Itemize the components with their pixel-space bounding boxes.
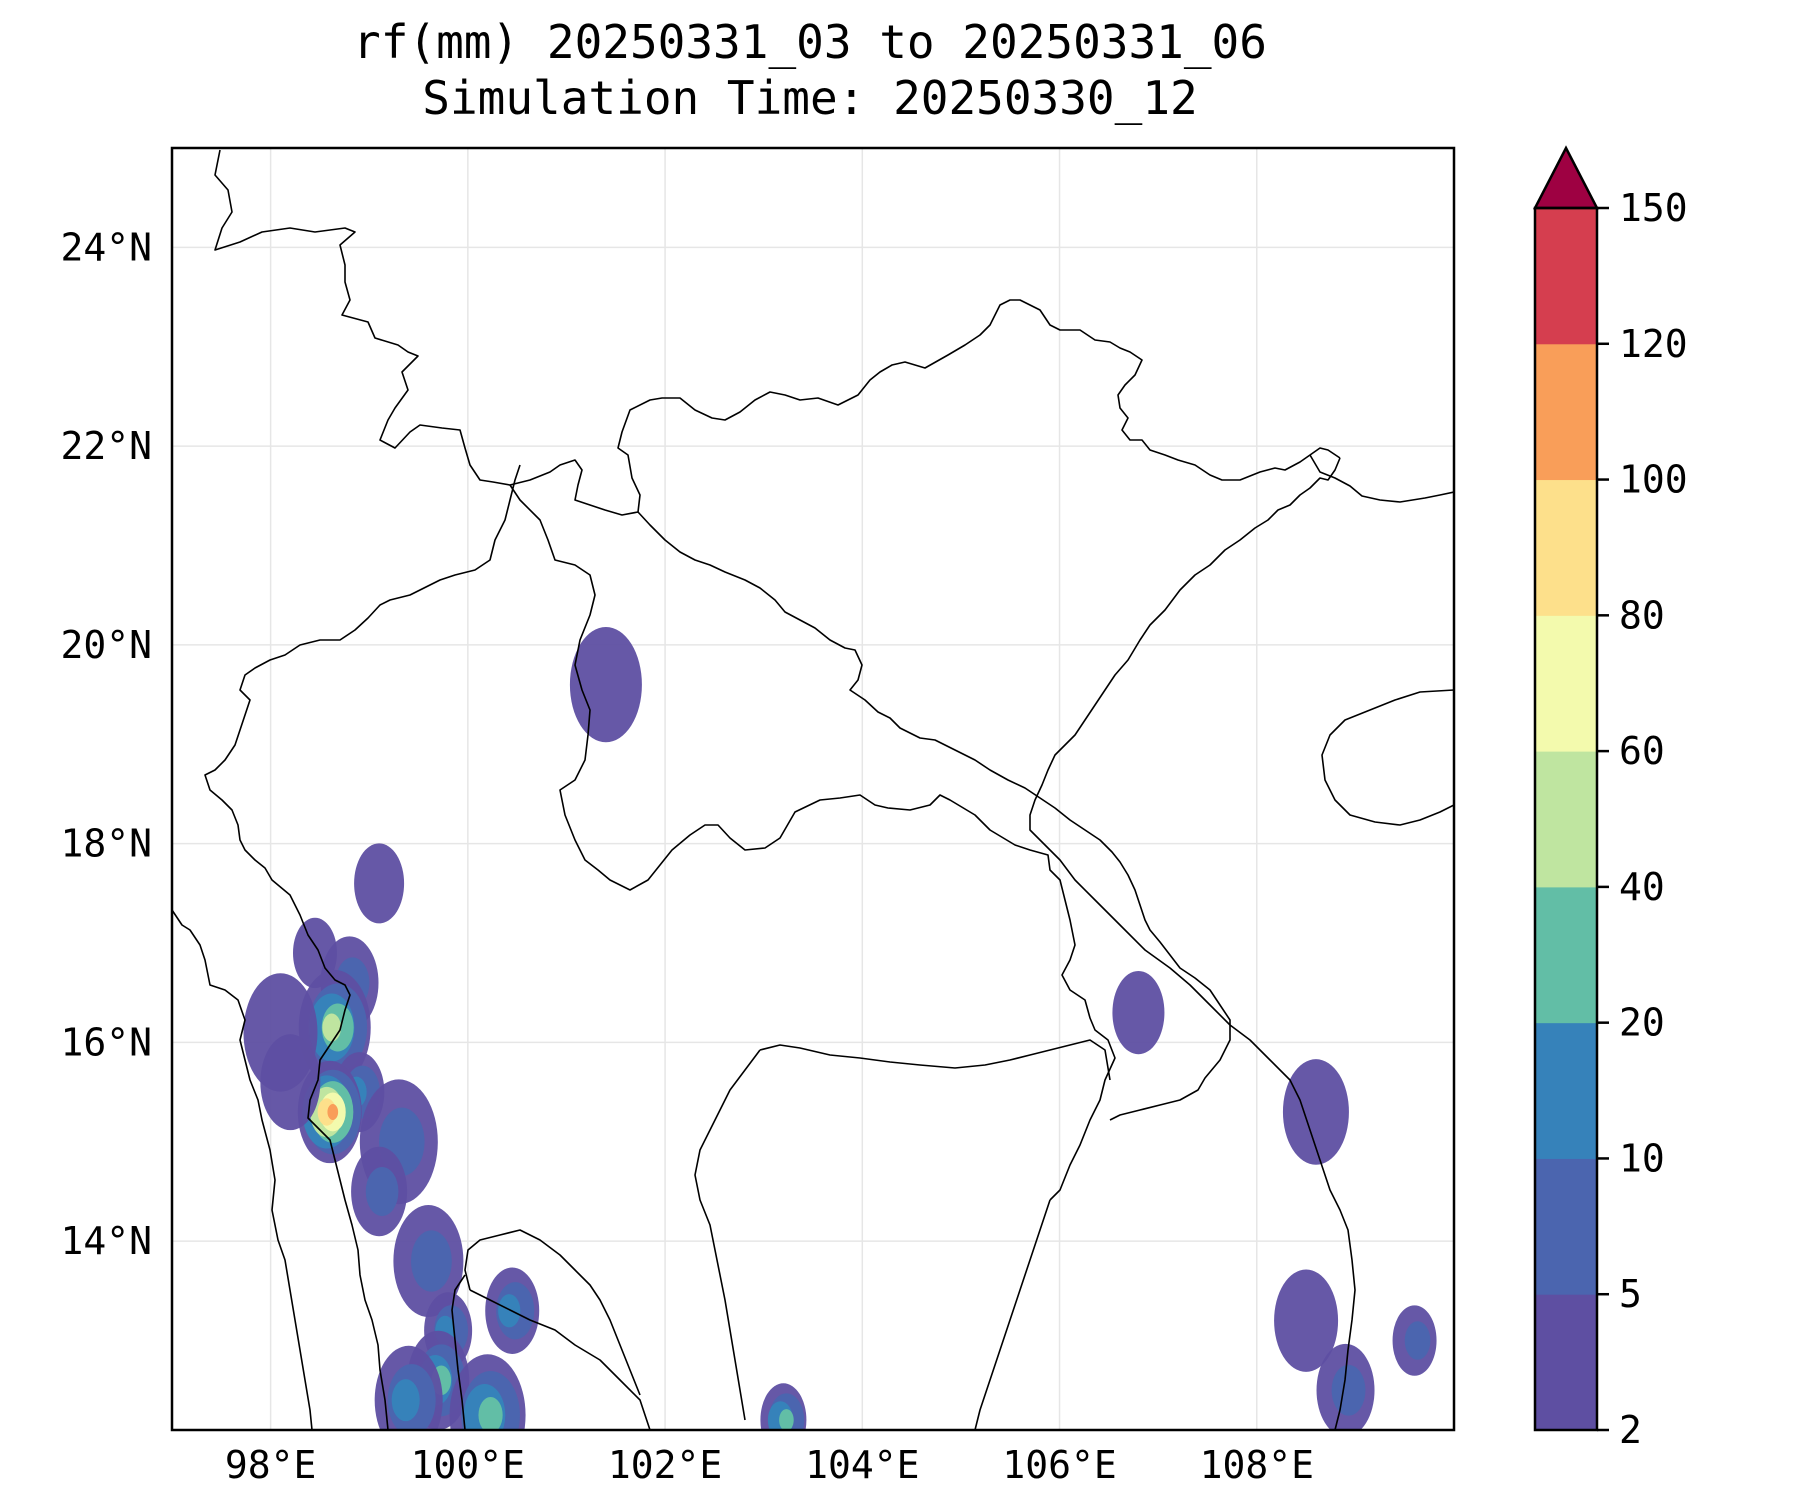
x-tick-label: 100°E [411, 1443, 525, 1487]
rain-cell [1112, 971, 1165, 1055]
y-tick-label: 24°N [60, 225, 152, 269]
rain-cell-core [410, 1230, 452, 1292]
colorbar-segment [1535, 1158, 1597, 1295]
border-laos-thailand [509, 484, 1116, 1201]
gridlines [172, 148, 1454, 1430]
colorbar-label: 20 [1619, 1001, 1665, 1045]
colorbar-label: 80 [1619, 593, 1665, 637]
colorbar-label: 100 [1619, 458, 1688, 502]
x-tick-label: 102°E [608, 1443, 722, 1487]
y-axis-ticks: 14°N 16°N 18°N 20°N 22°N 24°N [60, 225, 152, 1263]
y-tick-label: 18°N [60, 822, 152, 866]
coast-gulf [451, 1274, 466, 1430]
colorbar-segment [1535, 479, 1597, 616]
colorbar-segment [1535, 886, 1597, 1024]
map-title: rf(mm) 20250331_03 to 20250331_06 Simula… [0, 14, 1620, 126]
rain-cell [243, 973, 318, 1092]
map-area [172, 148, 1454, 1430]
colorbar-frame [1533, 206, 1599, 1432]
rain-cell [1274, 1269, 1339, 1372]
colorbar: 2 5 10 20 40 60 80 100 120 150 [1532, 145, 1688, 1452]
coastlines-and-borders [172, 149, 1454, 1430]
colorbar-label: 60 [1619, 729, 1665, 773]
rain-cell-core [498, 1294, 521, 1328]
y-tick-label: 22°N [60, 424, 152, 468]
coast-vietnam [1029, 457, 1356, 1430]
coast-hainan [1321, 689, 1454, 826]
coast-myanmar [172, 909, 313, 1430]
colorbar-label: 40 [1619, 865, 1665, 909]
title-line-2: Simulation Time: 20250330_12 [422, 71, 1198, 125]
colorbar-extend-arrow [1532, 145, 1600, 210]
border-myanmar-china [214, 149, 1341, 516]
colorbar-segment [1535, 615, 1597, 752]
border-myanmar-thailand [204, 464, 521, 1430]
colorbar-label: 5 [1619, 1272, 1642, 1316]
rainfall-layer [243, 627, 1437, 1430]
rain-cell [354, 843, 405, 924]
y-tick-label: 14°N [60, 1219, 152, 1263]
colorbar-label: 10 [1619, 1136, 1665, 1180]
border-cambodia [694, 1039, 1111, 1430]
x-tick-label: 98°E [225, 1443, 317, 1487]
y-tick-label: 16°N [60, 1020, 152, 1064]
coast-thailand [464, 1229, 651, 1430]
x-tick-label: 104°E [805, 1443, 919, 1487]
x-tick-label: 108°E [1200, 1443, 1314, 1487]
colorbar-segment [1535, 208, 1597, 345]
coast-china-south [1309, 454, 1454, 503]
rain-cell [569, 627, 642, 743]
title-line-1: rf(mm) 20250331_03 to 20250331_06 [353, 15, 1267, 69]
rain-cell-core [779, 1409, 794, 1430]
colorbar-segment [1535, 343, 1597, 481]
rain-cell-core [322, 1013, 342, 1042]
rain-cell-core [1331, 1364, 1366, 1416]
x-axis-ticks: 98°E 100°E 102°E 104°E 106°E 108°E [225, 1443, 1314, 1487]
map-frame [170, 146, 1456, 1432]
x-tick-label: 106°E [1002, 1443, 1116, 1487]
rain-cell-core [478, 1396, 503, 1430]
rain-cell-core [1404, 1321, 1431, 1360]
border-laos-vietnam [637, 511, 1231, 1121]
colorbar-segment [1535, 1022, 1597, 1159]
colorbar-label: 150 [1619, 186, 1688, 230]
rain-cell-core [365, 1166, 399, 1216]
colorbar-label: 120 [1619, 322, 1688, 366]
colorbar-segment [1535, 751, 1597, 888]
colorbar-segment [1535, 1294, 1597, 1431]
rain-cell [1282, 1059, 1349, 1165]
rain-cell-core [391, 1379, 420, 1422]
colorbar-label: 2 [1619, 1408, 1642, 1452]
rain-cell-core [327, 1103, 339, 1120]
y-tick-label: 20°N [60, 623, 152, 667]
